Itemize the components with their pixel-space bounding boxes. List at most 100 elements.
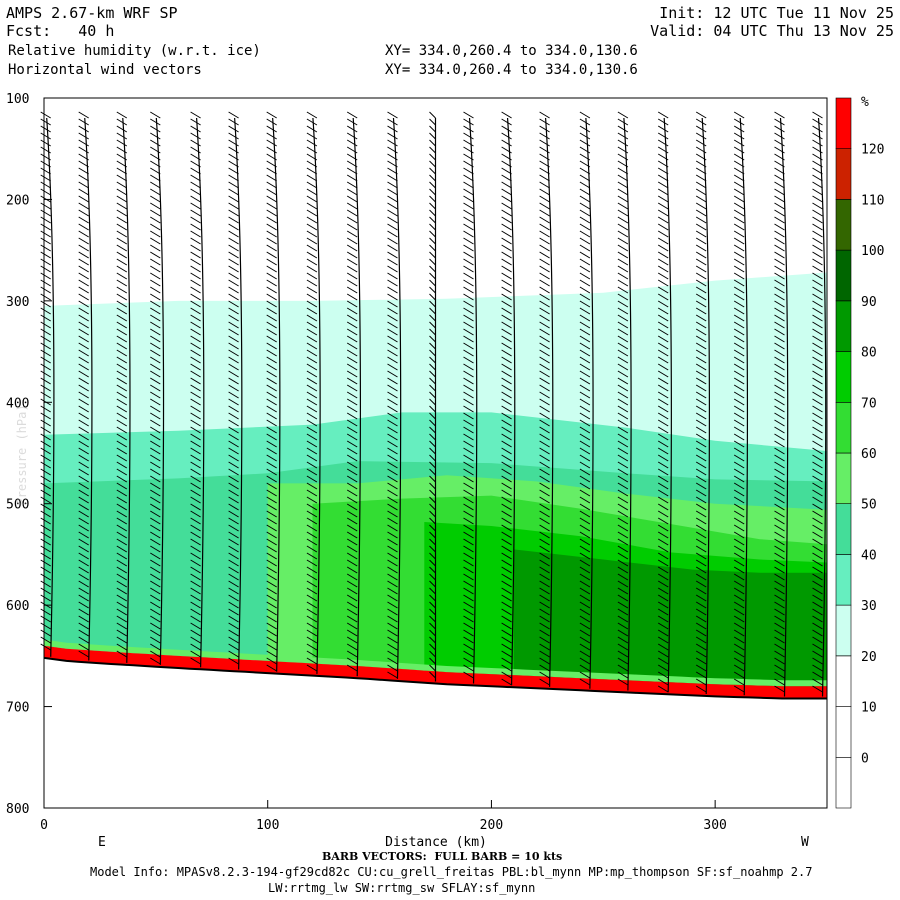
wind-barb-flag [501,447,512,455]
wind-barb-flag [266,181,277,189]
wind-barb-flag [579,293,591,301]
wind-barb-flag [617,356,629,364]
wind-barb-flag [266,195,277,203]
wind-barb-flag [501,426,512,434]
wind-barb-flag [501,587,512,595]
wind-barb-flag [190,629,201,637]
wind-barb-flag [78,188,89,196]
wind-barb-flag [150,230,161,238]
wind-barb-flag [774,167,785,175]
wind-barb-flag [579,230,591,238]
wind-barb-flag [346,174,358,182]
wind-barb-flag [429,643,436,651]
wind-barb-flag [657,293,669,301]
wind-barb-flag [774,482,785,490]
wind-barb-staff [84,117,93,661]
wind-barb-flag [539,188,550,196]
wind-barb-flag [387,622,398,630]
wind-barb-flag [40,258,51,266]
wind-barb-flag [501,594,512,602]
wind-barb-flag [695,517,707,525]
wind-barb-flag [463,629,474,637]
wind-barb-flag [228,454,239,462]
wind-barb-flag [463,622,474,630]
wind-barb-flag [150,307,161,315]
wind-barb-column [733,111,749,696]
wind-barb-flag [657,657,669,665]
wind-barb-flag [579,349,591,357]
wind-barb-flag [306,629,318,637]
wind-barb-flag [579,622,591,630]
wind-barb-flag [539,524,550,532]
wind-barb-flag [228,412,239,420]
wind-barb-flag [657,419,669,427]
wind-barb-flag [78,167,89,175]
wind-barb-flag [657,629,669,637]
wind-barb-flag [579,601,591,609]
wind-barb-flag [657,622,669,630]
wind-barb-flag [429,265,436,273]
wind-barb-flag [579,321,591,329]
wind-barb-flag [387,580,398,588]
wind-barb-flag [266,426,277,434]
wind-barb-flag [695,188,707,196]
wind-barb-flag [733,517,745,525]
wind-barb-flag [266,356,277,364]
wind-barb-flag [150,321,161,329]
wind-barb-flag [228,265,239,273]
x-tick-label: 100 [256,818,279,833]
wind-barb-flag [733,202,745,210]
wind-barb-flag [774,664,785,672]
wind-barb-flag [501,321,512,329]
wind-barb-flag [812,363,823,371]
wind-barb-flag [387,251,398,259]
wind-barb-flag [463,272,474,280]
wind-barb-flag [150,538,161,546]
wind-barb-flag [617,538,629,546]
wind-barb-flag [501,601,512,609]
wind-barb-flag [695,629,707,637]
wind-barb-flag [190,174,201,182]
wind-barb-flag [306,412,318,420]
wind-barb-flag [539,601,550,609]
wind-barb-flag [579,188,591,196]
wind-barb-flag [579,279,591,287]
wind-barb-flag [78,328,89,336]
wind-barb-flag [657,237,669,245]
wind-barb-flag [346,279,358,287]
wind-barb-flag [40,391,51,399]
wind-barb-flag [78,615,89,623]
wind-barb-flag [463,426,474,434]
wind-barb-flag [387,475,398,483]
wind-barb-flag [306,573,318,581]
wind-barb-flag [812,202,823,210]
wind-barb-flag [266,608,277,616]
wind-barb-flag [463,601,474,609]
wind-barb-flag [812,538,823,546]
wind-barb-flag [774,545,785,553]
wind-barb-flag [40,615,51,623]
wind-barb-flag [579,377,591,385]
wind-barb-flag [463,181,474,189]
wind-barb-flag [346,370,358,378]
wind-barb-flag [539,615,550,623]
wind-barb-flag [429,209,436,217]
wind-barb-flag [657,139,669,147]
wind-barb-flag [733,377,745,385]
wind-barb-flag [539,573,550,581]
wind-barb-flag [774,454,785,462]
wind-barb-flag [657,202,669,210]
wind-barb-flag [539,356,550,364]
wind-barb-flag [306,657,318,665]
wind-barb-flag [306,132,318,140]
wind-barb-flag [579,146,591,154]
wind-barb-flag [579,461,591,469]
wind-barb-flag [266,160,277,168]
wind-barb-flag [733,153,745,161]
wind-barb-flag [387,594,398,602]
wind-barb-flag [695,650,707,658]
wind-barb-flag [539,545,550,553]
wind-barb-flag [812,272,823,280]
wind-barb-flag [463,307,474,315]
wind-barb-flag [306,244,318,252]
